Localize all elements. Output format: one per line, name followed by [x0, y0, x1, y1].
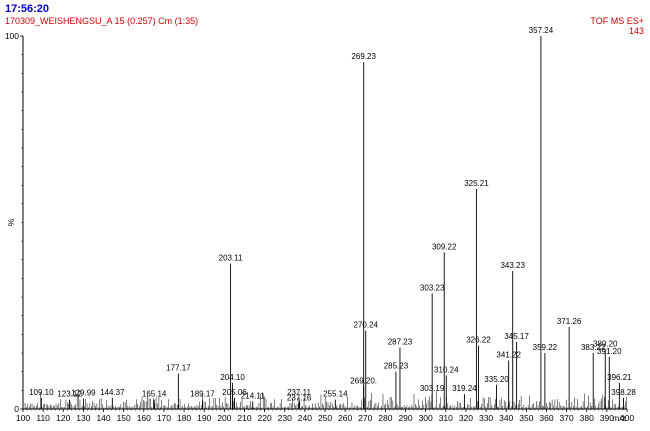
x-tick-label: 150	[117, 413, 131, 423]
x-tick-label: 230	[278, 413, 292, 423]
y-axis-label: %	[6, 218, 16, 226]
x-axis-label: m/z	[612, 413, 626, 423]
peak-label: 287.23	[388, 337, 413, 346]
x-tick-label: 400	[620, 413, 634, 423]
x-tick-label: 200	[217, 413, 231, 423]
peak-label: 310.24	[434, 365, 459, 374]
peak-label: 359.22	[533, 343, 558, 352]
peak-label: 325.21	[464, 179, 489, 188]
x-tick-label: 100	[16, 413, 30, 423]
peak-label: 270.24	[354, 321, 379, 330]
peak-series	[40, 36, 624, 409]
peak-label: 237.16	[287, 393, 312, 402]
intensity-scale: 143	[628, 26, 644, 36]
peak-label: 371.26	[557, 317, 582, 326]
peak-label: 335.20	[484, 375, 509, 384]
x-tick-label: 260	[338, 413, 352, 423]
x-tick-label: 220	[258, 413, 272, 423]
x-tick-label: 370	[560, 413, 574, 423]
peak-label: 214.11	[241, 392, 265, 401]
x-tick-label: 360	[539, 413, 553, 423]
peak-label: 345.17	[504, 332, 529, 341]
peak-label: 204.10	[220, 373, 245, 382]
y-tick-label: 0	[14, 404, 19, 414]
x-tick-label: 300	[419, 413, 433, 423]
x-tick-label: 190	[197, 413, 211, 423]
x-tick-label: 180	[177, 413, 191, 423]
ionization-mode: TOF MS ES+	[590, 16, 644, 26]
chart-axes: 100 110 120 130 140 150 160 170 180 190 200 210 220 2…	[5, 31, 635, 423]
peak-label: 165.14	[142, 390, 167, 399]
acquisition-time: 17:56:20	[5, 3, 50, 15]
x-tick-label: 350	[519, 413, 533, 423]
peak-label: 123.12	[57, 390, 82, 399]
x-tick-label: 210	[237, 413, 251, 423]
x-tick-label: 240	[298, 413, 312, 423]
peak-label: 129.99	[71, 389, 96, 398]
x-tick-label: 290	[398, 413, 412, 423]
x-tick-label: 130	[76, 413, 90, 423]
peak-label: 255.14	[323, 390, 348, 399]
x-tick-label: 120	[56, 413, 70, 423]
peak-label: 326.22	[466, 336, 491, 345]
x-tick-label: 390	[600, 413, 614, 423]
x-tick-label: 310	[439, 413, 453, 423]
peak-label: 391.20	[597, 347, 622, 356]
peak-label: 398.28	[611, 388, 636, 397]
peak-label: 389.20	[593, 339, 618, 348]
peak-label: 341.22	[496, 351, 521, 360]
peak-label: 309.22	[432, 242, 457, 251]
peak-label: 303.23	[420, 283, 445, 292]
peak-label: 237.11	[287, 388, 311, 397]
peak-label: 109.10	[29, 388, 54, 397]
peak-label: 203.11	[219, 254, 243, 263]
x-tick-label: 330	[479, 413, 493, 423]
peak-label: 269.23	[351, 52, 376, 61]
peak-label: 383.22	[581, 343, 606, 352]
peak-label: 319.24	[452, 384, 477, 393]
peak-label: 177.17	[166, 364, 191, 373]
x-tick-label: 270	[358, 413, 372, 423]
x-tick-label: 110	[36, 413, 50, 423]
x-tick-label: 140	[96, 413, 110, 423]
x-tick-label: 170	[157, 413, 171, 423]
x-tick-label: 160	[137, 413, 151, 423]
peak-label: 269.20.	[350, 377, 377, 386]
sample-description: 170309_WEISHENGSU_A 15 (0.257) Cm (1:35)	[5, 16, 199, 26]
peak-label: 285.23	[384, 362, 409, 371]
peak-label: 343.23	[500, 261, 525, 270]
peak-label: 144.37	[100, 388, 125, 397]
x-tick-label: 320	[459, 413, 473, 423]
peak-label: 189.17	[190, 390, 215, 399]
x-tick-label: 280	[378, 413, 392, 423]
peak-label: 396.21	[607, 373, 632, 382]
x-tick-label: 380	[580, 413, 594, 423]
x-tick-label: 340	[499, 413, 513, 423]
peak-label: 303.19	[420, 384, 445, 393]
peak-label: 205.06	[222, 388, 247, 397]
peak-label: 357.24	[529, 26, 554, 35]
y-tick-label: 100	[5, 31, 19, 41]
x-tick-label: 250	[318, 413, 332, 423]
